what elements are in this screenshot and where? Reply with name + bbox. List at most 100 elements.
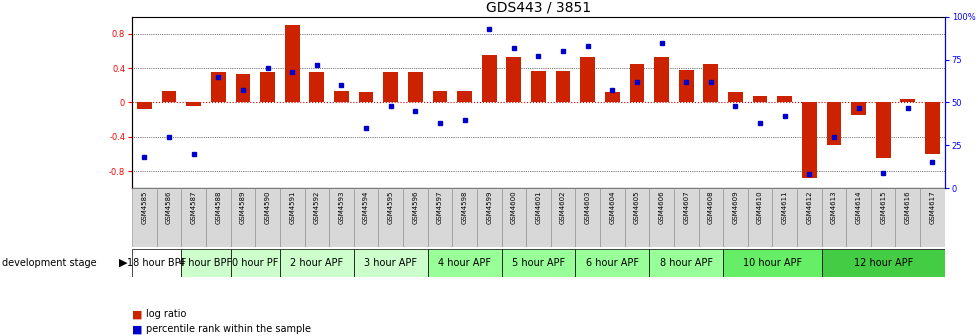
Bar (408, 73, 422, 102)
Text: ▶: ▶ (118, 258, 127, 268)
Text: 6 hour APF: 6 hour APF (585, 258, 639, 268)
FancyBboxPatch shape (353, 249, 427, 277)
FancyBboxPatch shape (181, 188, 205, 247)
FancyBboxPatch shape (821, 249, 944, 277)
Text: 3 hour APF: 3 hour APF (364, 258, 417, 268)
FancyBboxPatch shape (403, 188, 427, 247)
FancyBboxPatch shape (501, 188, 525, 247)
FancyBboxPatch shape (575, 249, 648, 277)
Text: GSM4613: GSM4613 (830, 191, 836, 224)
Bar (481, 55, 496, 102)
Text: GSM4603: GSM4603 (584, 191, 590, 224)
Text: development stage: development stage (2, 258, 97, 268)
FancyBboxPatch shape (895, 188, 919, 247)
Text: percentile rank within the sample: percentile rank within the sample (146, 324, 311, 334)
Text: GSM4586: GSM4586 (166, 191, 172, 224)
FancyBboxPatch shape (648, 249, 723, 277)
Text: GSM4600: GSM4600 (511, 191, 516, 224)
FancyBboxPatch shape (156, 188, 181, 247)
Text: GSM4589: GSM4589 (240, 191, 245, 224)
FancyBboxPatch shape (551, 188, 575, 247)
Bar (260, 73, 275, 102)
Text: GSM4617: GSM4617 (928, 191, 934, 224)
FancyBboxPatch shape (132, 188, 156, 247)
Text: GSM4612: GSM4612 (806, 191, 812, 224)
FancyBboxPatch shape (648, 188, 673, 247)
Text: 8 hour APF: 8 hour APF (659, 258, 712, 268)
Text: GSM4616: GSM4616 (904, 191, 910, 224)
Bar (678, 70, 692, 102)
Text: GSM4614: GSM4614 (855, 191, 861, 224)
Text: 4 hour APF: 4 hour APF (437, 258, 491, 268)
Text: GSM4595: GSM4595 (387, 191, 393, 224)
Text: 0 hour PF: 0 hour PF (232, 258, 278, 268)
FancyBboxPatch shape (747, 188, 772, 247)
FancyBboxPatch shape (280, 188, 304, 247)
Text: GSM4602: GSM4602 (559, 191, 565, 224)
Text: GSM4610: GSM4610 (756, 191, 762, 224)
Text: GSM4590: GSM4590 (264, 191, 270, 224)
Bar (333, 91, 348, 102)
Text: GSM4591: GSM4591 (289, 191, 295, 224)
Bar (825, 102, 840, 145)
FancyBboxPatch shape (353, 188, 378, 247)
FancyBboxPatch shape (501, 249, 575, 277)
FancyBboxPatch shape (132, 249, 181, 277)
Bar (506, 57, 520, 102)
FancyBboxPatch shape (329, 188, 353, 247)
Bar (580, 57, 595, 102)
Text: ■: ■ (132, 309, 143, 319)
Bar (728, 92, 742, 102)
Text: GSM4611: GSM4611 (780, 191, 787, 224)
FancyBboxPatch shape (378, 188, 403, 247)
Bar (530, 71, 546, 102)
FancyBboxPatch shape (205, 188, 231, 247)
Bar (285, 26, 299, 102)
FancyBboxPatch shape (452, 188, 476, 247)
FancyBboxPatch shape (427, 249, 501, 277)
Bar (703, 64, 718, 102)
FancyBboxPatch shape (772, 188, 796, 247)
Text: GSM4585: GSM4585 (142, 191, 148, 224)
Text: GSM4599: GSM4599 (486, 191, 492, 224)
FancyBboxPatch shape (476, 188, 501, 247)
Bar (777, 96, 791, 102)
Text: 10 hour APF: 10 hour APF (742, 258, 801, 268)
Bar (924, 102, 939, 154)
Bar (850, 102, 866, 115)
Text: ■: ■ (132, 324, 143, 334)
FancyBboxPatch shape (304, 188, 329, 247)
FancyBboxPatch shape (870, 188, 895, 247)
Bar (629, 64, 644, 102)
Text: GSM4598: GSM4598 (461, 191, 467, 224)
Bar (432, 91, 447, 102)
Bar (875, 102, 890, 158)
Bar (358, 92, 373, 102)
Text: 5 hour APF: 5 hour APF (511, 258, 564, 268)
FancyBboxPatch shape (575, 188, 600, 247)
Bar (137, 102, 152, 109)
Text: GSM4593: GSM4593 (338, 191, 344, 224)
FancyBboxPatch shape (231, 249, 280, 277)
Bar (653, 57, 668, 102)
Text: GSM4594: GSM4594 (363, 191, 369, 224)
FancyBboxPatch shape (525, 188, 551, 247)
Bar (210, 73, 226, 102)
Text: GSM4587: GSM4587 (191, 191, 197, 224)
Text: 12 hour APF: 12 hour APF (853, 258, 911, 268)
Text: GSM4605: GSM4605 (634, 191, 640, 224)
Text: GSM4601: GSM4601 (535, 191, 541, 224)
FancyBboxPatch shape (723, 249, 821, 277)
Bar (383, 73, 398, 102)
FancyBboxPatch shape (723, 188, 747, 247)
FancyBboxPatch shape (697, 188, 723, 247)
FancyBboxPatch shape (280, 249, 353, 277)
FancyBboxPatch shape (255, 188, 280, 247)
Text: 2 hour APF: 2 hour APF (290, 258, 343, 268)
Text: GSM4608: GSM4608 (707, 191, 713, 224)
Text: 18 hour BPF: 18 hour BPF (127, 258, 186, 268)
FancyBboxPatch shape (796, 188, 821, 247)
Text: GSM4615: GSM4615 (879, 191, 885, 224)
Text: GSM4596: GSM4596 (412, 191, 418, 224)
Text: log ratio: log ratio (146, 309, 186, 319)
